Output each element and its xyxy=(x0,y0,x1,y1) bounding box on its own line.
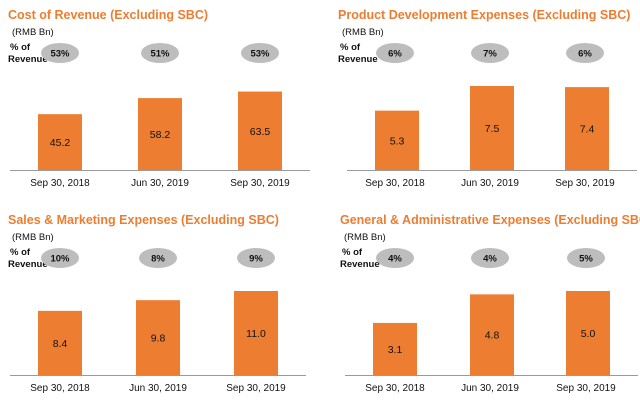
bar-chart: Cost of Revenue (Excluding SBC) (RMB Bn)%… xyxy=(8,8,310,189)
panel-product-development: Product Development Expenses (Excluding … xyxy=(320,0,640,205)
pct-value: 9% xyxy=(249,254,263,265)
bar-value-label: 9.8 xyxy=(151,333,166,345)
pct-of-revenue-label: % of xyxy=(10,247,31,258)
bar-value-label: 7.4 xyxy=(580,124,595,136)
bar xyxy=(238,91,282,170)
bar xyxy=(234,291,278,375)
bar xyxy=(470,294,514,375)
bar-value-label: 5.3 xyxy=(390,135,405,147)
pct-pill xyxy=(237,248,275,268)
x-tick-label: Sep 30, 2018 xyxy=(365,383,425,394)
bar-value-label: 63.5 xyxy=(250,126,271,138)
chart-title: General & Administrative Expenses (Exclu… xyxy=(340,213,640,227)
bar-chart: General & Administrative Expenses (Exclu… xyxy=(340,213,640,394)
pct-pill xyxy=(41,43,79,63)
x-tick-label: Jun 30, 2019 xyxy=(129,383,187,394)
pct-value: 10% xyxy=(50,254,70,265)
x-tick-label: Jun 30, 2019 xyxy=(131,178,189,189)
pct-of-revenue-label: % of xyxy=(340,42,361,53)
pct-value: 4% xyxy=(483,254,497,265)
pct-pill xyxy=(471,248,509,268)
x-tick-label: Sep 30, 2019 xyxy=(556,383,616,394)
bar xyxy=(470,86,514,170)
x-tick-label: Jun 30, 2019 xyxy=(461,178,519,189)
pct-value: 4% xyxy=(388,254,402,265)
bar-chart: Product Development Expenses (Excluding … xyxy=(338,8,637,189)
x-tick-label: Jun 30, 2019 xyxy=(461,383,519,394)
pct-pill xyxy=(141,43,179,63)
bar-value-label: 45.2 xyxy=(50,137,71,149)
bar-value-label: 58.2 xyxy=(150,129,171,141)
pct-pill xyxy=(471,43,509,63)
unit-label: (RMB Bn) xyxy=(12,232,54,243)
pct-of-revenue-label: Revenue xyxy=(338,54,378,65)
pct-value: 8% xyxy=(151,254,165,265)
pct-value: 51% xyxy=(150,49,170,60)
bar xyxy=(375,110,419,170)
bar-value-label: 7.5 xyxy=(485,123,500,135)
x-tick-label: Sep 30, 2019 xyxy=(555,178,615,189)
x-tick-label: Sep 30, 2018 xyxy=(365,178,425,189)
bar xyxy=(136,300,180,375)
pct-value: 6% xyxy=(578,49,592,60)
bar-chart: Sales & Marketing Expenses (Excluding SB… xyxy=(8,213,306,394)
bar-value-label: 8.4 xyxy=(53,338,68,350)
pct-value: 53% xyxy=(50,49,70,60)
pct-value: 5% xyxy=(579,254,593,265)
chart-title: Cost of Revenue (Excluding SBC) xyxy=(8,8,208,22)
unit-label: (RMB Bn) xyxy=(342,27,384,38)
x-tick-label: Sep 30, 2019 xyxy=(226,383,286,394)
x-tick-label: Sep 30, 2019 xyxy=(230,178,290,189)
pct-pill xyxy=(376,43,414,63)
pct-of-revenue-label: % of xyxy=(10,42,31,53)
pct-pill xyxy=(241,43,279,63)
pct-pill xyxy=(566,43,604,63)
bar xyxy=(566,291,610,375)
x-tick-label: Sep 30, 2018 xyxy=(30,383,90,394)
bar-value-label: 5.0 xyxy=(581,328,596,340)
chart-title: Sales & Marketing Expenses (Excluding SB… xyxy=(8,213,279,227)
pct-pill xyxy=(567,248,605,268)
unit-label: (RMB Bn) xyxy=(12,27,54,38)
bar-value-label: 11.0 xyxy=(246,328,266,340)
pct-of-revenue-label: Revenue xyxy=(8,54,48,65)
pct-of-revenue-label: Revenue xyxy=(8,259,48,270)
unit-label: (RMB Bn) xyxy=(344,232,386,243)
pct-value: 7% xyxy=(483,49,497,60)
bar xyxy=(38,114,82,170)
pct-pill xyxy=(41,248,79,268)
bar xyxy=(565,87,609,170)
pct-value: 6% xyxy=(388,49,402,60)
panel-sales-marketing: Sales & Marketing Expenses (Excluding SB… xyxy=(0,205,320,410)
pct-of-revenue-label: % of xyxy=(342,247,363,258)
bar-value-label: 4.8 xyxy=(485,330,500,342)
bar xyxy=(138,98,182,170)
panel-cost-of-revenue: Cost of Revenue (Excluding SBC) (RMB Bn)%… xyxy=(0,0,320,205)
pct-pill xyxy=(376,248,414,268)
pct-of-revenue-label: Revenue xyxy=(340,259,380,270)
bar-value-label: 3.1 xyxy=(388,344,403,356)
x-tick-label: Sep 30, 2018 xyxy=(30,178,90,189)
pct-value: 53% xyxy=(250,49,270,60)
bar xyxy=(38,310,82,375)
panel-general-administrative: General & Administrative Expenses (Exclu… xyxy=(320,205,640,410)
pct-pill xyxy=(139,248,177,268)
bar xyxy=(373,322,417,375)
chart-title: Product Development Expenses (Excluding … xyxy=(338,8,630,22)
